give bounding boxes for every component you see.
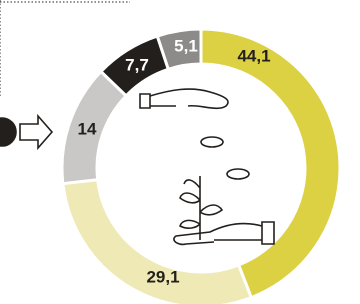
data-label: 29,1 [146,267,179,286]
data-label: 5,1 [174,36,198,55]
page: {"chart_data": {"type": "donut", "catego… [0,0,360,304]
chart: 44,1 29,1 14 7,7 5,1 [0,0,360,304]
donut-segment [201,29,340,298]
data-label: 44,1 [237,46,270,65]
data-label: 14 [78,119,97,138]
data-label: 7,7 [125,55,149,74]
